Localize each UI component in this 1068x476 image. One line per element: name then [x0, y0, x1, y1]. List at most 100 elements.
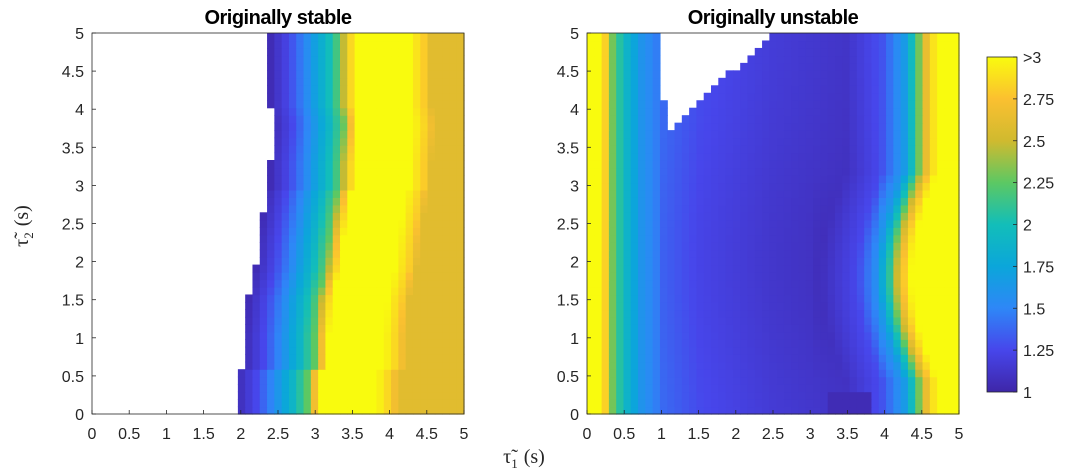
heatmap-cell [725, 301, 734, 311]
heatmap-cell [449, 361, 458, 370]
heatmap-cell [587, 376, 595, 385]
heatmap-cell [659, 234, 668, 243]
heatmap-cell [849, 234, 858, 243]
heatmap-cell [442, 279, 451, 288]
heatmap-cell [354, 174, 363, 184]
heatmap-cell [281, 152, 290, 161]
heatmap-cell [608, 160, 617, 169]
heatmap-cell [827, 130, 836, 139]
heatmap-cell [703, 369, 712, 378]
heatmap-cell [608, 234, 617, 243]
heatmap-cell [856, 167, 865, 176]
heatmap-cell [449, 339, 458, 348]
heatmap-cell [288, 219, 297, 228]
heatmap-cell [623, 55, 632, 64]
heatmap-cell [383, 294, 392, 303]
heatmap-cell [361, 294, 370, 303]
heatmap-cell [718, 272, 727, 281]
heatmap-cell [383, 47, 392, 57]
heatmap-cell [427, 174, 436, 184]
heatmap-cell [754, 324, 763, 333]
heatmap-cell [754, 145, 763, 154]
heatmap-cell [856, 406, 865, 415]
heatmap-cell [412, 391, 421, 400]
heatmap-cell [608, 55, 617, 64]
heatmap-cell [871, 272, 880, 281]
heatmap-cell [347, 406, 356, 415]
heatmap-cell [893, 174, 902, 184]
heatmap-cell [630, 189, 639, 198]
y-tick-label: 0 [75, 407, 84, 424]
heatmap-cell [659, 316, 668, 325]
heatmap-cell [376, 115, 385, 124]
heatmap-cell [442, 406, 451, 415]
heatmap-cell [674, 227, 683, 236]
colorbar-tick-label: 2.75 [1023, 92, 1054, 109]
heatmap-cell [783, 369, 792, 378]
heatmap-cell [849, 279, 858, 288]
heatmap-cell [405, 249, 414, 258]
heatmap-cell [369, 152, 378, 161]
heatmap-cell [842, 137, 851, 146]
heatmap-cell [681, 294, 690, 303]
x-tick-label: 1 [162, 426, 171, 443]
heatmap-cell [659, 384, 668, 393]
heatmap-cell [638, 361, 646, 370]
heatmap-cell [383, 361, 392, 370]
heatmap-cell [616, 189, 625, 198]
heatmap-cell [791, 309, 800, 318]
heatmap-cell [601, 160, 610, 169]
heatmap-cell [645, 204, 654, 213]
heatmap-cell [652, 346, 661, 355]
heatmap-cell [951, 294, 960, 303]
heatmap-cell [449, 92, 458, 101]
heatmap-cell [274, 174, 283, 184]
heatmap-cell [740, 279, 749, 288]
heatmap-cell [376, 212, 385, 221]
heatmap-cell [900, 55, 909, 64]
heatmap-cell [310, 272, 319, 281]
heatmap-cell [645, 391, 654, 400]
heatmap-cell [434, 227, 443, 236]
heatmap-cell [718, 406, 727, 415]
x-tick-label: 1.5 [687, 426, 709, 443]
heatmap-cell [296, 391, 305, 400]
heatmap-cell [623, 47, 632, 57]
heatmap-cell [827, 55, 836, 64]
heatmap-cell [740, 234, 749, 243]
heatmap-cell [354, 55, 363, 64]
heatmap-cell [835, 70, 843, 79]
y-tick-label: 0.5 [62, 369, 84, 386]
heatmap-cell [274, 115, 283, 124]
heatmap-cell [274, 294, 283, 303]
heatmap-cell [594, 346, 603, 355]
heatmap-cell [849, 331, 858, 340]
heatmap-cell [369, 115, 378, 124]
heatmap-cell [929, 40, 938, 49]
heatmap-cell [303, 234, 312, 243]
heatmap-cell [652, 77, 661, 86]
heatmap-cell [638, 145, 646, 154]
heatmap-cell [907, 167, 916, 176]
heatmap-cell [594, 130, 603, 139]
heatmap-cell [776, 85, 785, 94]
heatmap-cell [616, 47, 625, 57]
heatmap-cell [929, 85, 938, 94]
heatmap-cell [347, 167, 356, 176]
heatmap-cell [332, 204, 341, 213]
heatmap-cell [929, 100, 938, 109]
heatmap-cell [915, 249, 924, 258]
heatmap-cell [696, 197, 705, 206]
heatmap-cell [369, 219, 378, 228]
heatmap-cell [340, 204, 348, 213]
heatmap-cell [776, 331, 785, 340]
heatmap-cell [325, 361, 334, 370]
heatmap-cell [405, 391, 414, 400]
heatmap-cell [383, 384, 392, 393]
heatmap-cell [383, 115, 392, 124]
heatmap-cell [813, 369, 822, 378]
heatmap-cell [623, 85, 632, 94]
heatmap-cell [601, 346, 610, 355]
heatmap-cell [893, 145, 902, 154]
heatmap-cell [900, 301, 909, 311]
